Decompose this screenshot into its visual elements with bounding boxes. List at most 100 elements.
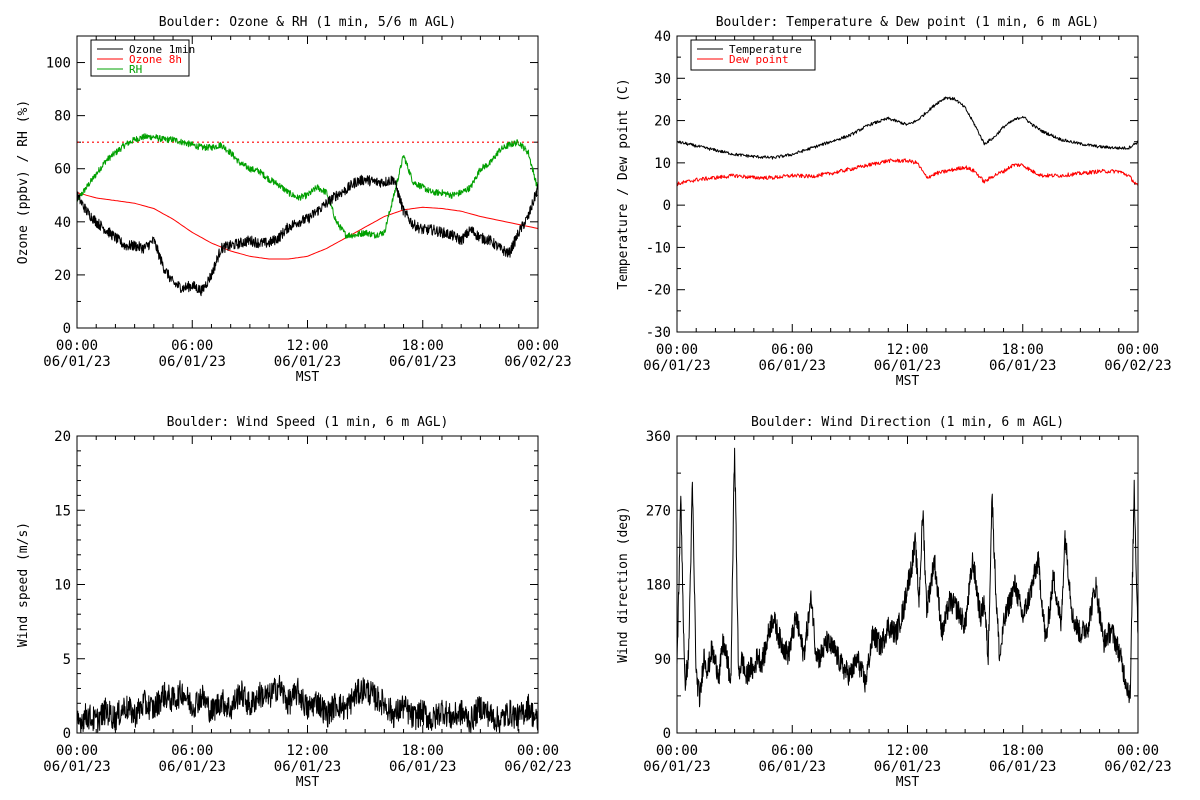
y-tick-label: 10 (654, 156, 671, 172)
x-tick-time-label: 06:00 (771, 342, 813, 358)
series-line (677, 447, 1138, 708)
x-tick-date-label: 06/01/23 (643, 358, 710, 374)
x-tick-time-label: 00:00 (1117, 342, 1159, 358)
x-tick-time-label: 18:00 (1002, 342, 1044, 358)
plot-frame (76, 435, 539, 734)
x-tick-date-label: 06/02/23 (1104, 759, 1171, 775)
x-tick-time-label: 00:00 (56, 338, 98, 354)
x-tick-date-label: 06/01/23 (389, 354, 456, 370)
panel-wind-dir: Boulder: Wind Direction (1 min, 6 m AGL)… (616, 415, 1172, 790)
x-tick-date-label: 06/01/23 (159, 759, 226, 775)
series-ozone-8h (77, 192, 538, 260)
legend-entry: RH (129, 63, 142, 76)
chart-title: Boulder: Ozone & RH (1 min, 5/6 m AGL) (159, 15, 456, 30)
x-tick-date-label: 06/02/23 (504, 759, 571, 775)
x-axis-label: MST (296, 775, 320, 790)
x-tick-time-label: 12:00 (286, 338, 328, 354)
y-tick-label: 60 (54, 162, 71, 178)
x-axis-label: MST (296, 370, 320, 385)
panel-temp-dew: Boulder: Temperature & Dew point (1 min,… (616, 15, 1172, 389)
y-tick-label: 15 (54, 503, 71, 519)
x-tick-time-label: 12:00 (886, 743, 928, 759)
legend-entry: Ozone 8h (129, 53, 182, 66)
x-tick-date-label: 06/01/23 (159, 354, 226, 370)
x-tick-date-label: 06/01/23 (759, 358, 826, 374)
plot-frame (676, 435, 1139, 734)
y-tick-label: 30 (654, 71, 671, 87)
x-tick-time-label: 00:00 (517, 338, 559, 354)
y-tick-label: 80 (54, 109, 71, 125)
x-tick-time-label: 06:00 (171, 743, 213, 759)
x-tick-date-label: 06/02/23 (1104, 358, 1171, 374)
y-axis-label: Wind speed (m/s) (16, 522, 31, 647)
y-axis-label: Ozone (ppbv) / RH (%) (16, 100, 31, 264)
y-tick-label: 40 (654, 29, 671, 45)
x-tick-date-label: 06/01/23 (989, 759, 1056, 775)
x-tick-date-label: 06/02/23 (504, 354, 571, 370)
x-tick-date-label: 06/01/23 (874, 759, 941, 775)
x-tick-time-label: 18:00 (1002, 743, 1044, 759)
y-tick-label: 5 (63, 652, 71, 668)
x-tick-date-label: 06/01/23 (274, 759, 341, 775)
legend-entry: Dew point (729, 53, 789, 66)
series-temperature (677, 96, 1138, 160)
plot-area (77, 133, 538, 297)
y-tick-label: 0 (663, 198, 671, 214)
series-line (77, 674, 538, 733)
y-tick-label: 0 (63, 321, 71, 337)
x-tick-time-label: 00:00 (656, 743, 698, 759)
x-tick-time-label: 06:00 (771, 743, 813, 759)
y-tick-label: 180 (646, 578, 671, 594)
x-tick-date-label: 06/01/23 (989, 358, 1056, 374)
panel-ozone-rh: Boulder: Ozone & RH (1 min, 5/6 m AGL) Oz… (16, 15, 572, 385)
x-tick-time-label: 12:00 (286, 743, 328, 759)
x-tick-time-label: 12:00 (886, 342, 928, 358)
plot-area (677, 96, 1138, 187)
x-axis-label: MST (896, 775, 920, 790)
y-tick-label: 10 (54, 578, 71, 594)
y-tick-label: 0 (663, 726, 671, 742)
y-tick-label: 20 (654, 114, 671, 130)
x-tick-time-label: 00:00 (1117, 743, 1159, 759)
x-tick-date-label: 06/01/23 (759, 759, 826, 775)
x-tick-time-label: 00:00 (656, 342, 698, 358)
chart-title: Boulder: Temperature & Dew point (1 min,… (716, 15, 1100, 30)
y-tick-label: 360 (646, 429, 671, 445)
y-tick-label: -10 (646, 240, 671, 256)
series-rh (77, 133, 538, 239)
x-tick-time-label: 18:00 (402, 743, 444, 759)
y-axis-label: Temperature / Dew point (C) (616, 78, 631, 289)
legend-entry: Ozone 1min (129, 43, 195, 56)
x-tick-date-label: 06/01/23 (389, 759, 456, 775)
legend-box (90, 39, 190, 77)
plot-area (77, 674, 538, 733)
y-tick-label: 20 (54, 268, 71, 284)
x-tick-date-label: 06/01/23 (43, 354, 110, 370)
legend-box (690, 39, 816, 71)
legend-entry: Temperature (729, 43, 802, 56)
x-tick-date-label: 06/01/23 (643, 759, 710, 775)
x-tick-date-label: 06/01/23 (274, 354, 341, 370)
y-tick-label: 0 (63, 726, 71, 742)
x-tick-date-label: 06/01/23 (874, 358, 941, 374)
x-tick-time-label: 00:00 (56, 743, 98, 759)
y-tick-label: 100 (46, 56, 71, 72)
panel-wind-speed: Boulder: Wind Speed (1 min, 6 m AGL) Wind… (16, 415, 572, 790)
series-dew-point (677, 158, 1138, 187)
y-tick-label: 270 (646, 503, 671, 519)
series-ozone-1min (77, 174, 538, 297)
y-axis-label: Wind direction (deg) (616, 506, 631, 663)
x-tick-time-label: 00:00 (517, 743, 559, 759)
y-tick-label: -20 (646, 283, 671, 299)
plot-area (677, 447, 1138, 708)
y-tick-label: 90 (654, 652, 671, 668)
y-tick-label: 40 (54, 215, 71, 231)
plot-frame (676, 35, 1139, 333)
chart-title: Boulder: Wind Speed (1 min, 6 m AGL) (167, 415, 449, 430)
x-tick-time-label: 06:00 (171, 338, 213, 354)
x-axis-label: MST (896, 374, 920, 389)
plot-frame (76, 35, 539, 329)
